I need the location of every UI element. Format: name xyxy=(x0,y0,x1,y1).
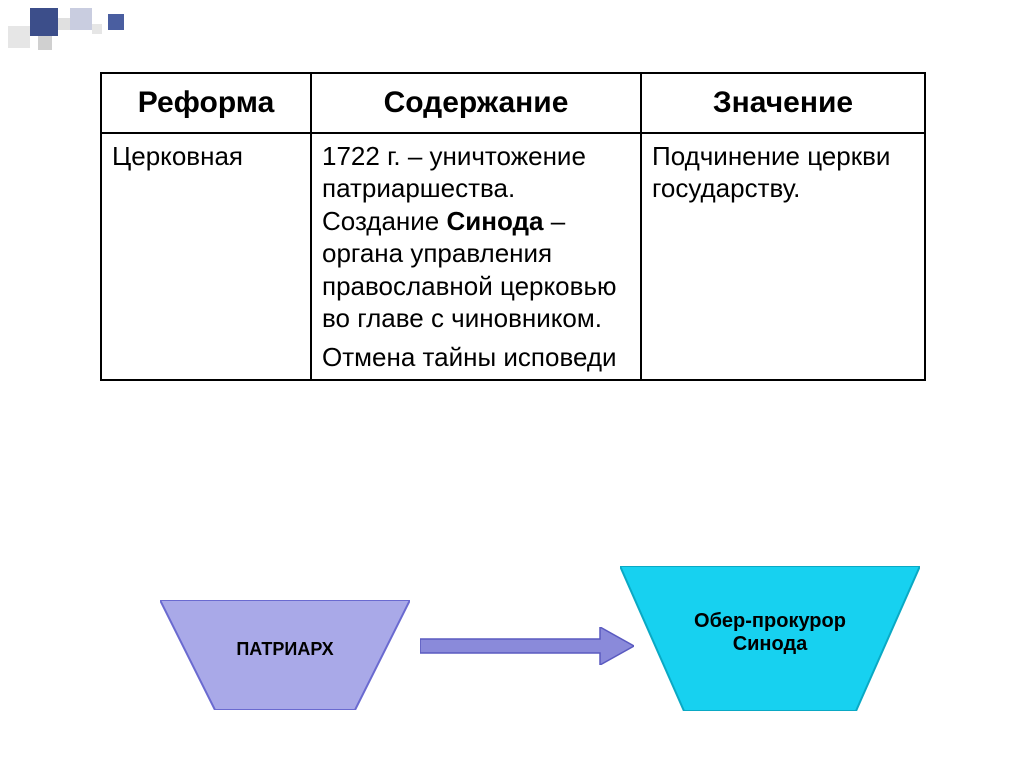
content-paragraph-1: 1722 г. – уничтожение патриаршества. Соз… xyxy=(322,140,630,335)
content-paragraph-2: Отмена тайны исповеди xyxy=(322,341,630,374)
cell-content: 1722 г. – уничтожение патриаршества. Соз… xyxy=(311,133,641,381)
th-content: Содержание xyxy=(311,73,641,133)
node-patriarch: ПАТРИАРХ xyxy=(160,600,410,710)
table-row: Церковная 1722 г. – уничтожение патриарш… xyxy=(101,133,925,381)
arrow-icon xyxy=(420,627,634,665)
cell-reform: Церковная xyxy=(101,133,311,381)
node-ober-prokuror-label: Обер-прокурор Синода xyxy=(686,610,854,656)
node-right-line1: Обер-прокурор xyxy=(694,610,846,632)
th-meaning: Значение xyxy=(641,73,925,133)
diagram: ПАТРИАРХ Обер-прокурор Синода xyxy=(120,560,920,740)
corner-decoration xyxy=(8,8,148,56)
node-ober-prokuror: Обер-прокурор Синода xyxy=(620,566,920,711)
content-p1-bold: Синода xyxy=(447,206,544,236)
reform-table: Реформа Содержание Значение Церковная 17… xyxy=(100,72,924,381)
node-patriarch-label: ПАТРИАРХ xyxy=(228,639,341,660)
node-right-line2: Синода xyxy=(733,633,808,655)
table-header-row: Реформа Содержание Значение xyxy=(101,73,925,133)
cell-meaning: Подчинение церкви государству. xyxy=(641,133,925,381)
th-reform: Реформа xyxy=(101,73,311,133)
